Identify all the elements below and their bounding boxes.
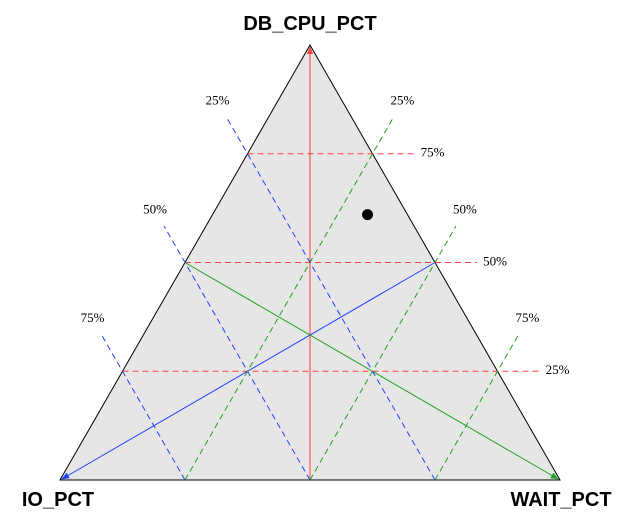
tick-label: 50% <box>143 201 167 216</box>
axis-title: IO_PCT <box>22 489 94 511</box>
tick-label: 25% <box>206 93 230 108</box>
tick-label: 75% <box>515 310 539 325</box>
axis-title: WAIT_PCT <box>510 489 611 511</box>
tick-label: 50% <box>453 201 477 216</box>
tick-label: 25% <box>390 93 414 108</box>
grid-line <box>101 334 186 481</box>
tick-label: 50% <box>483 253 507 268</box>
grid-line <box>163 225 311 481</box>
axis-title: DB_CPU_PCT <box>243 13 376 35</box>
grid-line <box>434 334 519 481</box>
tick-label: 75% <box>421 145 445 160</box>
data-point <box>362 209 373 221</box>
tick-label: 75% <box>81 310 105 325</box>
grid-line <box>309 225 457 481</box>
tick-label: 25% <box>546 362 570 377</box>
axis-arrow <box>184 262 559 480</box>
